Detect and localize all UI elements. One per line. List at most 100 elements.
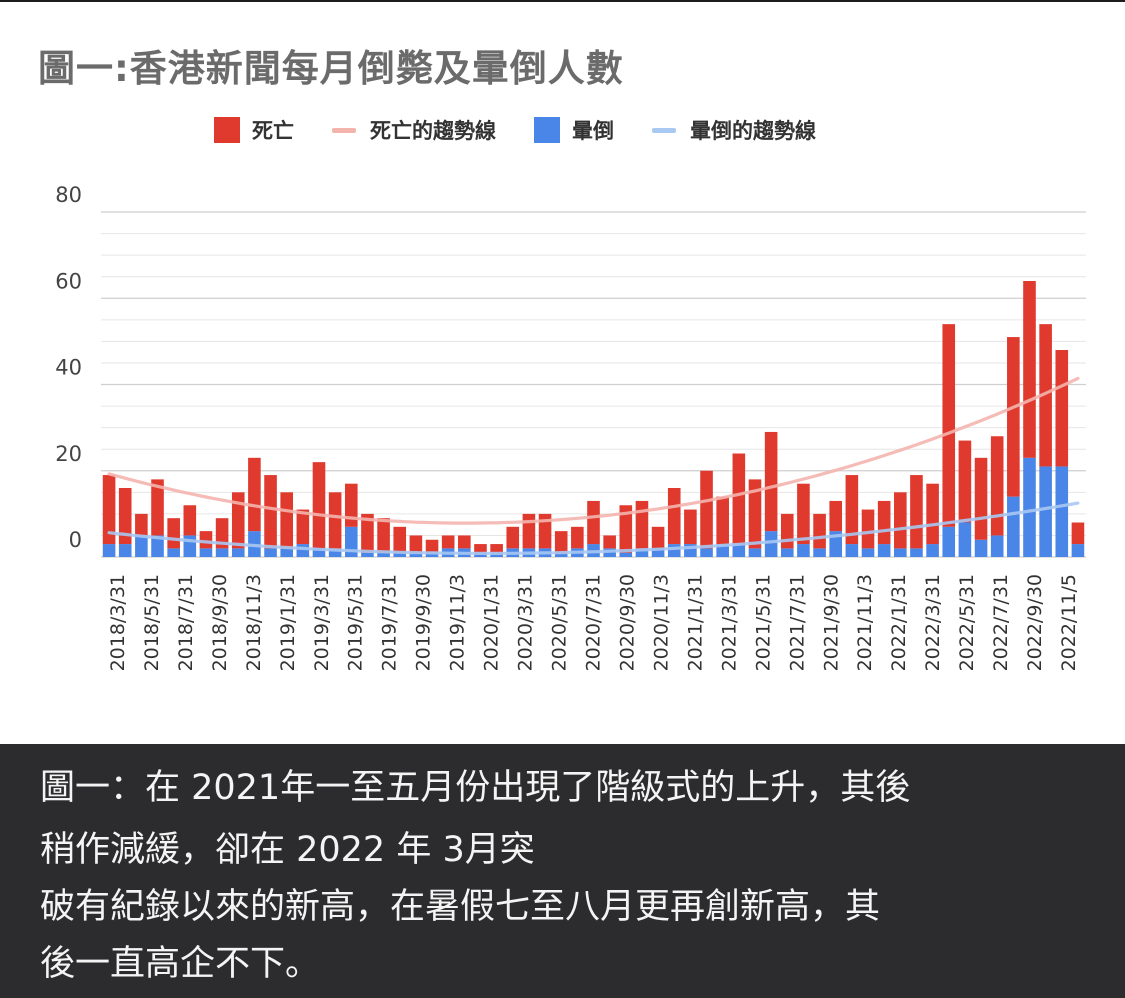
bar-faint bbox=[1007, 496, 1020, 558]
x-tick-label: 2018/5/31 bbox=[141, 574, 163, 671]
bar-faint bbox=[409, 552, 423, 557]
bar-death bbox=[990, 436, 1004, 536]
bar-death bbox=[199, 531, 213, 549]
caption-line-4: 後一直高企不下。 bbox=[40, 944, 321, 984]
bar-faint bbox=[780, 548, 794, 558]
bar-faint bbox=[813, 548, 826, 558]
y-tick-label: 20 bbox=[55, 442, 82, 466]
bar-faint bbox=[215, 548, 229, 558]
bar-death bbox=[958, 440, 972, 523]
bar-faint bbox=[393, 552, 407, 557]
bar-faint bbox=[425, 552, 439, 557]
bar-faint bbox=[118, 544, 132, 557]
bar-faint bbox=[102, 544, 116, 557]
legend-swatch-death bbox=[214, 117, 240, 143]
bar-faint bbox=[667, 544, 681, 557]
bar-death bbox=[635, 500, 649, 549]
bar-death bbox=[764, 431, 778, 532]
bar-faint bbox=[990, 535, 1004, 557]
bar-death bbox=[716, 496, 729, 545]
x-tick-label: 2019/5/31 bbox=[345, 574, 367, 671]
bar-death bbox=[409, 535, 423, 553]
x-tick-label: 2022/5/31 bbox=[956, 574, 978, 671]
legend-item-death: 死亡 bbox=[214, 115, 294, 145]
bar-faint bbox=[764, 531, 778, 558]
bar-faint bbox=[845, 544, 859, 557]
bar-death bbox=[667, 488, 681, 545]
legend-label-faint: 暈倒 bbox=[572, 119, 614, 143]
top-border bbox=[0, 0, 1125, 2]
bar-death bbox=[393, 526, 407, 553]
x-tick-label: 2022/1/31 bbox=[888, 574, 910, 671]
bar-faint bbox=[910, 548, 923, 558]
bar-death bbox=[312, 462, 326, 549]
bar-death bbox=[506, 526, 520, 549]
bar-faint bbox=[167, 548, 180, 558]
caption-panel: 圖一：在 2021年一至五月份出現了階級式的上升，其後 稍作減緩，卻在 2022… bbox=[0, 744, 1125, 998]
bar-faint bbox=[700, 548, 713, 558]
y-tick-label: 80 bbox=[55, 183, 82, 207]
x-tick-label: 2020/5/31 bbox=[549, 574, 571, 671]
bar-faint bbox=[264, 548, 277, 558]
caption-line-2: 稍作減緩，卻在 2022 年 3月突 bbox=[40, 830, 535, 870]
bar-death bbox=[1023, 281, 1036, 458]
x-tick-label: 2018/9/30 bbox=[209, 574, 231, 671]
bar-faint bbox=[1039, 466, 1052, 557]
bar-faint bbox=[312, 548, 326, 558]
bar-faint bbox=[732, 544, 746, 557]
x-tick-label: 2018/3/31 bbox=[107, 574, 129, 671]
bar-faint bbox=[877, 544, 891, 557]
chart-title: 圖一:香港新聞每月倒斃及暈倒人數 bbox=[38, 47, 624, 90]
bar-faint bbox=[1071, 544, 1085, 557]
legend-swatch-faint-trend bbox=[652, 127, 676, 133]
x-tick-label: 2022/7/31 bbox=[990, 574, 1012, 671]
bar-death bbox=[619, 505, 633, 553]
bar-faint bbox=[748, 548, 762, 558]
bar-death bbox=[587, 500, 600, 545]
bar-death bbox=[490, 544, 503, 553]
legend-swatch-death-trend bbox=[332, 127, 356, 133]
bar-death bbox=[603, 535, 616, 549]
legend-swatch-faint bbox=[534, 117, 560, 143]
bar-death bbox=[748, 479, 762, 549]
x-tick-label: 2021/5/31 bbox=[752, 574, 774, 671]
bar-death bbox=[167, 518, 180, 549]
bar-death bbox=[135, 513, 148, 536]
bar-death bbox=[441, 535, 455, 549]
bar-faint bbox=[894, 548, 907, 558]
x-tick-label: 2022/9/30 bbox=[1024, 574, 1046, 671]
bar-death bbox=[1039, 324, 1052, 467]
legend-item-faint: 暈倒 bbox=[534, 115, 614, 145]
x-tick-label: 2021/1/31 bbox=[684, 574, 706, 671]
bar-faint bbox=[280, 548, 293, 558]
bar-faint bbox=[861, 548, 875, 558]
y-tick-label: 0 bbox=[69, 528, 82, 552]
bar-death bbox=[183, 505, 197, 536]
bar-death bbox=[780, 513, 794, 549]
y-tick-label: 60 bbox=[55, 269, 82, 293]
bar-death bbox=[538, 513, 552, 549]
y-tick-label: 40 bbox=[55, 356, 82, 380]
bar-death bbox=[377, 518, 390, 553]
x-tick-label: 2021/11/3 bbox=[854, 574, 876, 671]
bar-death bbox=[571, 526, 584, 549]
bar-faint bbox=[231, 548, 245, 558]
bar-death bbox=[829, 500, 843, 532]
bar-death bbox=[151, 479, 164, 536]
legend-label-faint-trend: 暈倒的趨勢線 bbox=[690, 119, 816, 143]
bar-faint bbox=[361, 552, 374, 557]
bar-death bbox=[1071, 522, 1085, 545]
bar-death bbox=[328, 492, 342, 549]
x-tick-label: 2022/3/31 bbox=[922, 574, 944, 671]
bar-death bbox=[974, 457, 988, 540]
bar-faint bbox=[958, 522, 972, 557]
bar-death bbox=[1007, 337, 1020, 497]
bar-death bbox=[684, 509, 697, 545]
x-tick-label: 2019/3/31 bbox=[311, 574, 333, 671]
legend-item-death-trend: 死亡的趨勢線 bbox=[332, 115, 496, 145]
bar-death bbox=[797, 483, 810, 545]
bar-faint bbox=[1023, 457, 1036, 557]
bar-death bbox=[1055, 350, 1069, 467]
bar-death bbox=[102, 475, 116, 545]
bar-faint bbox=[635, 548, 649, 558]
